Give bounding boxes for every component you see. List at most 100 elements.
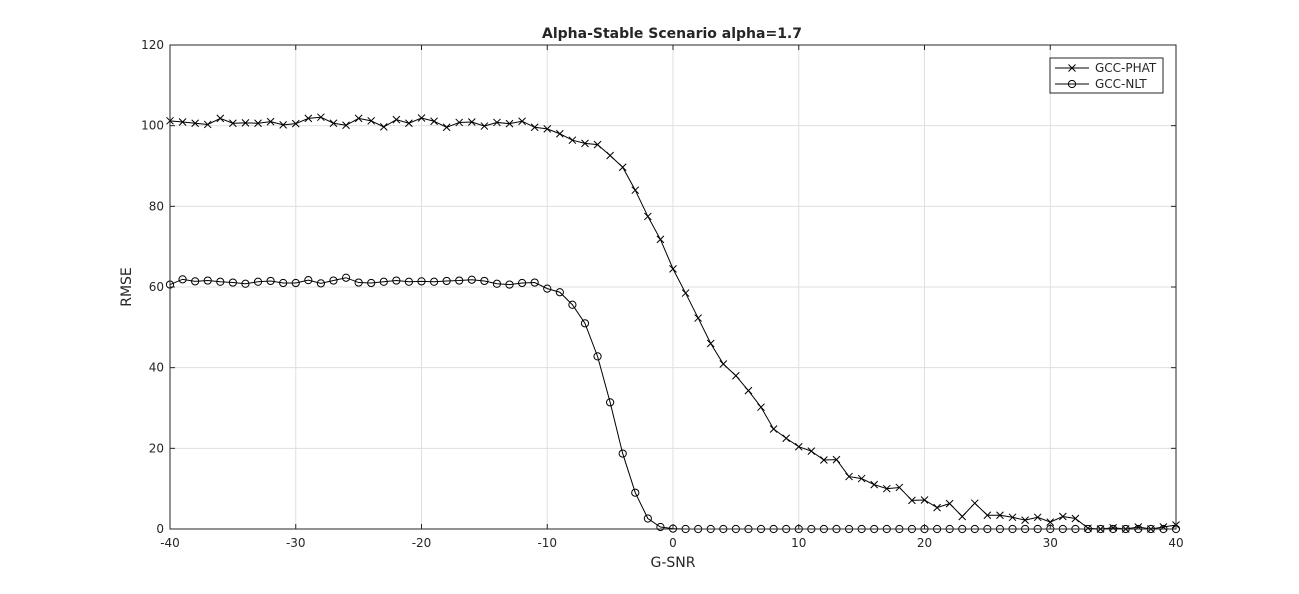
data-point-gcc-nlt — [518, 278, 527, 288]
data-point-gcc-nlt — [480, 276, 489, 286]
x-tick-label: 20 — [917, 536, 932, 550]
data-point-gcc-phat — [1046, 518, 1055, 526]
x-tick-label: 10 — [791, 536, 806, 550]
data-point-gcc-phat — [920, 496, 929, 504]
data-point-gcc-phat — [254, 119, 262, 128]
x-tick-label: 30 — [1043, 536, 1058, 550]
data-point-gcc-phat — [983, 511, 992, 520]
data-point-gcc-phat — [191, 119, 200, 128]
data-point-gcc-nlt — [291, 278, 300, 288]
data-point-gcc-nlt — [203, 276, 212, 285]
y-tick-label: 120 — [141, 38, 164, 52]
data-point-gcc-nlt — [279, 278, 288, 288]
data-point-gcc-phat — [857, 474, 866, 483]
chart-title: Alpha-Stable Scenario alpha=1.7 — [542, 26, 802, 42]
data-point-gcc-phat — [329, 119, 338, 128]
data-point-gcc-phat — [832, 455, 841, 464]
data-point-gcc-nlt — [304, 276, 313, 285]
data-point-gcc-phat — [782, 434, 791, 443]
data-point-gcc-phat — [694, 314, 703, 322]
data-point-gcc-nlt — [631, 488, 640, 497]
data-point-gcc-phat — [229, 119, 237, 128]
legend-item-gcc-nlt: GCC-NLT — [1055, 77, 1147, 91]
data-point-gcc-nlt — [266, 276, 275, 286]
data-point-gcc-nlt — [492, 279, 502, 288]
data-point-gcc-phat — [379, 123, 388, 131]
y-tick-label: 60 — [149, 280, 164, 294]
data-point-gcc-phat — [669, 264, 677, 273]
y-tick-label: 20 — [149, 441, 164, 455]
legend-marker — [1067, 79, 1077, 89]
data-point-gcc-phat — [958, 512, 967, 521]
y-tick-label: 0 — [156, 522, 164, 536]
data-point-gcc-phat — [732, 371, 740, 380]
data-point-gcc-phat — [354, 114, 363, 123]
data-point-gcc-nlt — [467, 275, 476, 284]
data-point-gcc-phat — [543, 125, 552, 133]
data-point-gcc-phat — [568, 136, 577, 145]
data-point-gcc-nlt — [228, 278, 237, 287]
data-point-gcc-nlt — [404, 277, 414, 286]
data-point-gcc-nlt — [555, 288, 564, 297]
data-point-gcc-nlt — [606, 398, 615, 407]
x-tick-label: -30 — [286, 536, 306, 550]
data-point-gcc-nlt — [329, 276, 338, 285]
data-point-gcc-phat — [606, 151, 614, 160]
data-point-gcc-phat — [945, 499, 954, 508]
data-point-gcc-phat — [1033, 513, 1042, 522]
y-axis-label: RMSE — [119, 267, 135, 307]
legend-marker — [1068, 64, 1076, 72]
data-point-gcc-nlt — [656, 522, 665, 532]
plot-area: -40 -30 -20 -10 0 10 20 30 40 0 20 40 60 80 100 120 — [141, 38, 1184, 550]
data-point-gcc-nlt — [455, 276, 464, 285]
x-tick-label: -20 — [412, 536, 432, 550]
legend-item-gcc-phat: GCC-PHAT — [1055, 61, 1157, 75]
data-point-gcc-phat — [505, 119, 514, 128]
data-point-gcc-phat — [317, 113, 325, 122]
data-point-gcc-nlt — [241, 279, 250, 288]
data-point-gcc-phat — [241, 118, 250, 127]
legend: GCC-PHAT GCC-NLT — [1049, 57, 1164, 94]
data-point-gcc-phat — [631, 186, 640, 195]
y-tick-label: 80 — [149, 199, 164, 213]
data-point-gcc-phat — [744, 386, 753, 395]
y-tick-label: 100 — [141, 119, 164, 133]
data-point-gcc-phat — [933, 503, 941, 512]
data-point-gcc-nlt — [216, 277, 225, 286]
data-point-gcc-phat — [1109, 523, 1117, 532]
data-point-gcc-phat — [304, 114, 313, 123]
data-point-gcc-phat — [794, 442, 803, 451]
data-point-gcc-phat — [845, 472, 853, 481]
data-point-gcc-phat — [593, 140, 602, 149]
data-point-gcc-phat — [480, 122, 489, 130]
data-point-gcc-phat — [643, 212, 652, 221]
legend-box — [1049, 57, 1164, 94]
data-point-gcc-nlt — [543, 284, 552, 293]
data-point-gcc-phat — [405, 119, 413, 128]
x-tick-label: -10 — [537, 536, 557, 550]
data-point-gcc-phat — [870, 480, 879, 489]
data-point-gcc-phat — [656, 235, 665, 244]
data-point-gcc-phat — [442, 123, 451, 132]
data-point-gcc-nlt — [316, 279, 325, 288]
data-point-gcc-phat — [681, 289, 690, 297]
data-point-gcc-phat — [467, 118, 476, 126]
ticks: -40 -30 -20 -10 0 10 20 30 40 0 20 40 60 80 100 120 — [141, 38, 1184, 550]
data-point-gcc-phat — [970, 499, 979, 508]
data-point-gcc-nlt — [367, 278, 376, 288]
data-point-gcc-phat — [908, 496, 916, 505]
data-point-gcc-phat — [581, 139, 589, 148]
data-point-gcc-phat — [367, 116, 376, 125]
legend-label: GCC-NLT — [1095, 77, 1147, 91]
data-point-gcc-phat — [417, 114, 426, 122]
data-point-gcc-nlt — [593, 352, 602, 361]
data-point-gcc-nlt — [568, 300, 577, 309]
data-point-gcc-phat — [618, 163, 627, 172]
data-point-gcc-nlt — [580, 319, 590, 328]
data-point-gcc-nlt — [429, 277, 439, 286]
data-point-gcc-phat — [820, 456, 828, 464]
data-point-gcc-nlt — [392, 276, 401, 285]
data-point-gcc-phat — [706, 339, 715, 348]
data-point-gcc-phat — [493, 118, 501, 127]
